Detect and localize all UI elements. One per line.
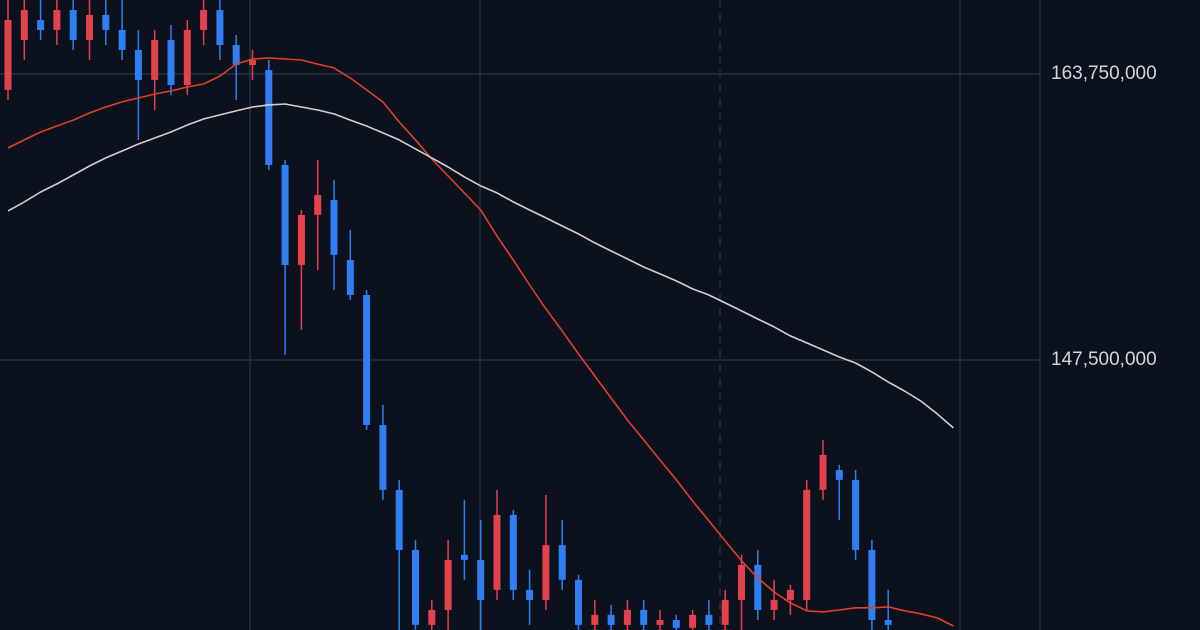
candle-body [607,614,615,625]
candle-body [835,469,843,480]
y-tick-label: 147,500,000 [1051,349,1157,370]
candle-body [689,614,697,628]
line-layer [7,57,954,627]
candle-body [770,599,778,610]
candle-body [346,259,354,296]
candle-body [460,554,468,560]
candle-body [69,10,77,40]
candle-body [509,514,517,590]
candle-body [395,489,403,550]
candle-body [526,589,534,600]
candle-body [249,60,256,65]
candle-body [4,20,12,90]
candle-body [86,14,93,40]
candle-body [428,609,436,625]
y-tick-label: 163,750,000 [1051,63,1157,84]
candle-layer [4,0,892,630]
candle-body [297,214,305,265]
label-layer: 163,750,000 147,500,000 [1051,63,1157,370]
candle-body [183,29,191,86]
candle-body [118,29,126,50]
candle-body [623,609,631,625]
candle-body [786,589,794,600]
candle-body [575,579,582,625]
candle-body [884,619,892,625]
candle-body [232,45,240,65]
candle-body [852,479,860,550]
candle-body [20,10,28,40]
candle-body [314,195,322,215]
candle-body [868,549,876,620]
candle-body [819,454,827,490]
candle-body [265,70,273,165]
candle-body [281,164,289,265]
candle-body [102,14,110,30]
candle-body [754,564,762,610]
candle-body [477,559,485,600]
candle-body [151,39,159,80]
candle-body [330,199,338,255]
candle-body [493,514,501,590]
candle-body [656,619,664,625]
candle-body [705,614,713,625]
moving-average-line [7,57,954,627]
candle-body [640,609,648,625]
candle-body [558,544,566,580]
candle-body [803,489,811,600]
moving-average-line [7,103,954,429]
candle-body [53,10,61,30]
candle-body [134,49,142,80]
candle-body [379,424,387,490]
candle-body [444,559,452,610]
candle-body [216,10,224,46]
candle-body [542,544,550,600]
candle-body [200,10,208,30]
candle-body [37,20,45,30]
candle-body [412,549,419,625]
candle-body [167,39,175,86]
candle-body [721,599,729,625]
candle-body [591,614,599,625]
candle-body [672,619,680,628]
candle-body [363,295,371,425]
candle-body [738,564,745,600]
